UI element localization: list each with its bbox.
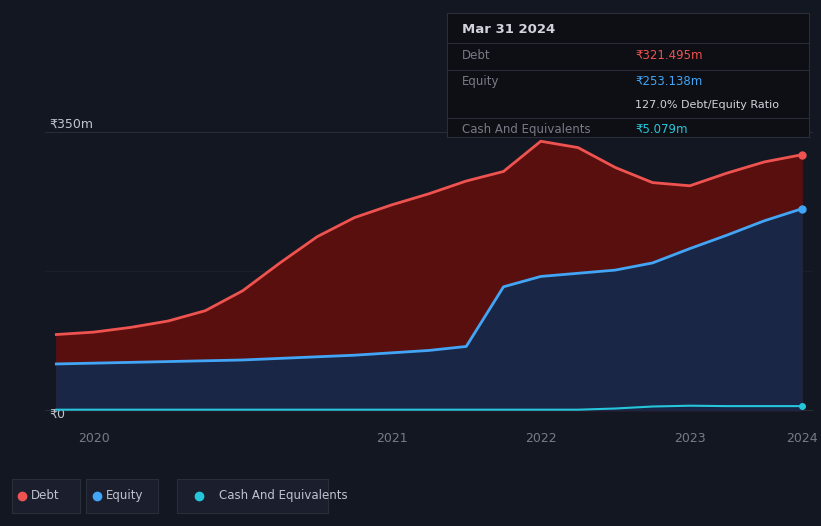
Text: Equity: Equity (106, 489, 144, 502)
Text: ₹253.138m: ₹253.138m (635, 75, 703, 88)
Text: Debt: Debt (462, 49, 490, 62)
Text: Debt: Debt (31, 489, 60, 502)
Text: 2020: 2020 (78, 432, 109, 446)
Text: Cash And Equivalents: Cash And Equivalents (219, 489, 347, 502)
Text: Equity: Equity (462, 75, 499, 88)
Text: 2023: 2023 (674, 432, 705, 446)
Text: Mar 31 2024: Mar 31 2024 (462, 23, 555, 36)
Text: ₹0: ₹0 (49, 408, 65, 421)
Text: ₹350m: ₹350m (49, 118, 93, 130)
Text: 127.0% Debt/Equity Ratio: 127.0% Debt/Equity Ratio (635, 99, 779, 110)
Text: ₹5.079m: ₹5.079m (635, 123, 688, 136)
Text: 2024: 2024 (786, 432, 818, 446)
Text: ₹321.495m: ₹321.495m (635, 49, 703, 62)
Text: 2021: 2021 (376, 432, 407, 446)
Text: 2022: 2022 (525, 432, 557, 446)
Text: Cash And Equivalents: Cash And Equivalents (462, 123, 590, 136)
